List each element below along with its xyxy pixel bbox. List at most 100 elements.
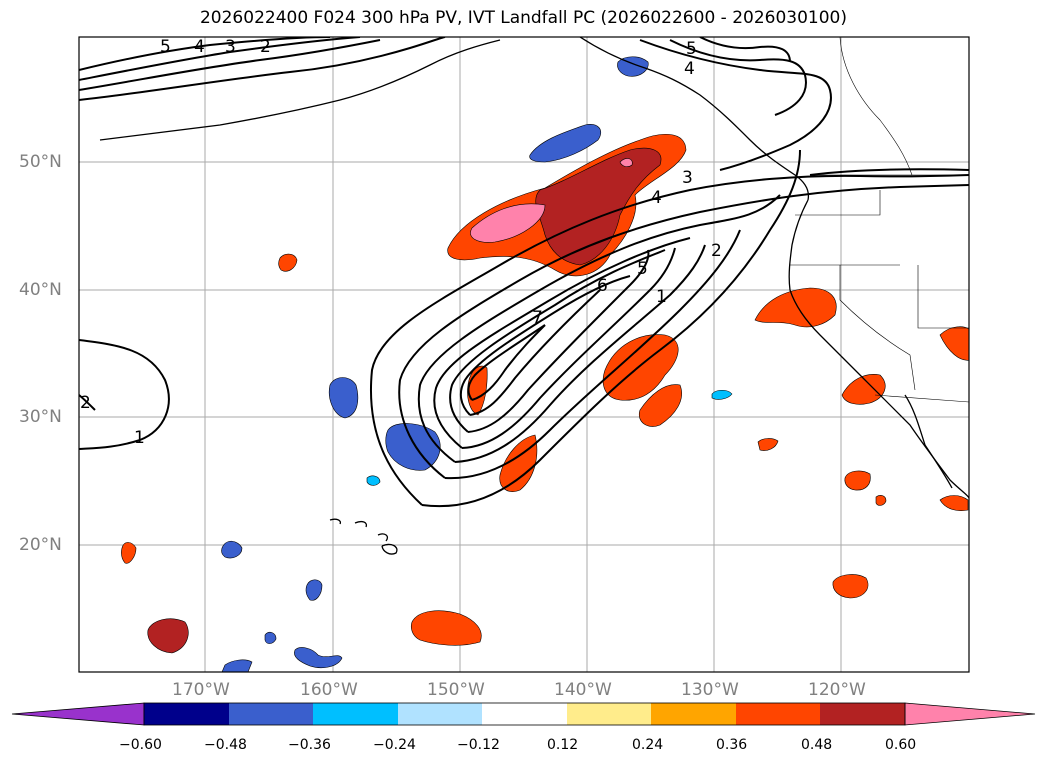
colorbar-swatch (736, 703, 820, 725)
lon-label-160w: 160°W (300, 680, 358, 700)
anomaly-patch-main-pink (470, 203, 546, 243)
lon-label-130w: 130°W (681, 680, 739, 700)
anomaly-patch-main-dark (535, 147, 662, 266)
colorbar-swatch (820, 703, 905, 725)
border-ca-nv (839, 265, 916, 391)
contour-5-lower (467, 249, 650, 433)
contour-label: 2 (260, 37, 271, 57)
coastlines (99, 37, 969, 555)
lat-label-20n: 20°N (19, 535, 62, 555)
colorbar-swatch (482, 703, 567, 725)
colorbar-tick-label: −0.48 (204, 737, 247, 753)
anomaly-patch-neg-west-3 (294, 647, 343, 669)
anomaly-patch-west-3 (121, 542, 137, 564)
contour-label: 5 (637, 259, 648, 279)
contour-label: 4 (651, 188, 662, 208)
anomaly-patch-neg-small-1 (711, 389, 733, 400)
contour-north-4 (79, 37, 361, 81)
colorbar-swatch (651, 703, 736, 725)
contour-lines (79, 37, 969, 508)
gridlines (79, 37, 969, 672)
negative-anomaly-patches (221, 56, 733, 672)
contour-label: 5 (686, 39, 697, 59)
contour-7 (467, 324, 546, 401)
contour-label: 3 (682, 168, 693, 188)
contour-label: 7 (532, 308, 543, 328)
colorbar-swatch (398, 703, 482, 725)
colorbar-tick-label: −0.12 (457, 737, 500, 753)
anomaly-patch-neg-central-1 (328, 377, 359, 419)
contour-label: 1 (134, 428, 145, 448)
anomaly-patch-neg-north (529, 124, 602, 163)
coastline-hawaii (329, 518, 398, 555)
contour-2-main (398, 184, 969, 479)
contour-2-main-lower (444, 229, 741, 480)
anomaly-patch-california (754, 287, 837, 328)
coastline-west-coast (788, 199, 969, 499)
contour-west-1 (79, 339, 170, 450)
contour-north-3 (79, 39, 381, 91)
anomaly-patch-neg-west-5 (264, 631, 277, 644)
anomaly-patch-neg-west-4 (221, 659, 253, 672)
contour-label: 2 (711, 241, 722, 261)
lat-label-40n: 40°N (19, 280, 62, 300)
contour-label: 4 (194, 37, 205, 57)
colorbar (11, 702, 1036, 726)
anomaly-patch-east-2 (939, 495, 969, 511)
lon-label-140w: 140°W (554, 680, 612, 700)
contour-6-lower (469, 289, 601, 416)
colorbar-tick-label: 0.60 (885, 737, 917, 753)
colorbar-tick-label: 0.48 (801, 737, 833, 753)
coastline-baja (904, 394, 953, 489)
contour-label: 3 (225, 37, 236, 57)
contour-1-main-lower (421, 149, 801, 508)
contour-3-lower (454, 244, 706, 463)
lat-label-50n: 50°N (19, 152, 62, 172)
anomaly-patch-neg-central-2 (385, 423, 441, 471)
colorbar-swatch (567, 703, 651, 725)
border-us-mexico (874, 394, 969, 403)
contour-4-lower (461, 247, 676, 449)
anomaly-patch-baja (841, 374, 886, 405)
map-title: 2026022400 F024 300 hPa PV, IVT Landfall… (199, 8, 847, 28)
border-bc-alberta (839, 37, 913, 176)
colorbar-tick-label: −0.36 (288, 737, 331, 753)
colorbar-swatch (229, 703, 313, 725)
contour-east-1 (809, 168, 969, 176)
plot-area (79, 37, 969, 672)
lon-label-170w: 170°W (172, 680, 230, 700)
positive-anomaly-patches (121, 133, 969, 654)
contour-label: 2 (80, 393, 91, 413)
contour-label: 5 (160, 37, 171, 57)
anomaly-patch-hawaii-east (844, 470, 871, 491)
lat-label-30n: 30°N (19, 407, 62, 427)
colorbar-tick-label: −0.24 (373, 737, 416, 753)
anomaly-patch-neg-small-2 (366, 475, 381, 486)
anomaly-patch-west-1 (147, 618, 189, 654)
anomaly-patch-small-1 (757, 438, 779, 451)
anomaly-patch-south-2 (832, 574, 869, 599)
border-wa-or (795, 190, 881, 216)
colorbar-tick-label: 0.36 (716, 737, 748, 753)
contour-alaska-1 (639, 39, 832, 171)
colorbar-outline (143, 702, 906, 726)
anomaly-patch-south-1 (410, 610, 482, 646)
colorbar-extend-max (904, 702, 1036, 726)
border-nv-east (917, 265, 969, 329)
contour-label: 4 (684, 59, 695, 79)
lon-label-150w: 150°W (427, 680, 485, 700)
contour-7-lower (471, 324, 546, 401)
contour-north-2 (79, 37, 446, 101)
colorbar-tick-label: 0.24 (632, 737, 664, 753)
contour-label-group: 5 4 3 2 5 4 3 4 2 5 6 7 1 1 2 (80, 37, 722, 448)
contour-5 (449, 249, 666, 433)
contour-label: 1 (656, 287, 667, 307)
anomaly-patch-neg-west-1 (221, 540, 243, 559)
contour-1-main (370, 174, 969, 506)
colorbar-tick-label: −0.60 (119, 737, 162, 753)
anomaly-patch-neg-alaska (617, 56, 649, 77)
contour-6 (459, 275, 631, 416)
lon-label-120w: 120°W (808, 680, 866, 700)
colorbar-tick-label: 0.12 (547, 737, 579, 753)
